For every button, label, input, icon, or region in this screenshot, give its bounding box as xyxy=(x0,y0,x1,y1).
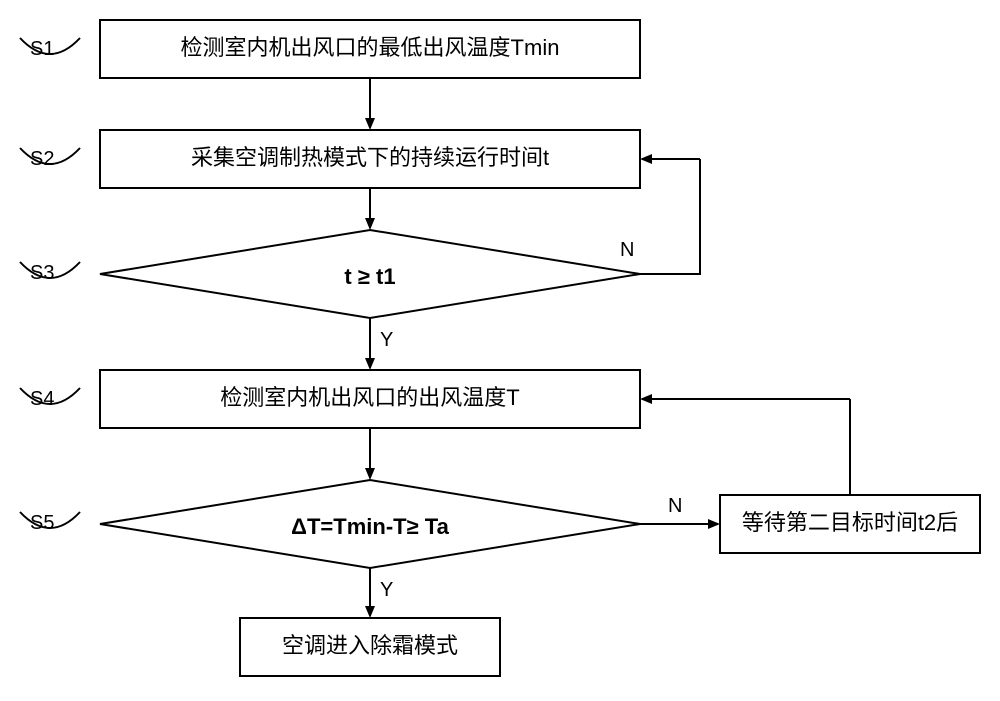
step-label-s4: S4 xyxy=(30,388,54,410)
node-s3-text: t ≥ t1 xyxy=(344,264,395,289)
edge-s3-yes-label: Y xyxy=(380,329,393,351)
node-s5-text: ΔT=Tmin-T≥ Ta xyxy=(291,514,449,539)
step-label-s3: S3 xyxy=(30,262,54,284)
node-s4-text: 检测室内机出风口的出风温度T xyxy=(220,385,519,410)
edge-s3-no-line xyxy=(640,159,700,274)
node-end-text: 空调进入除霜模式 xyxy=(282,633,458,658)
step-label-s5: S5 xyxy=(30,512,54,534)
step-label-s2: S2 xyxy=(30,148,54,170)
step-label-s1: S1 xyxy=(30,38,54,60)
edge-s5-no-label: N xyxy=(668,495,682,517)
node-s2-text: 采集空调制热模式下的持续运行时间t xyxy=(191,145,549,170)
node-s1-text: 检测室内机出风口的最低出风温度Tmin xyxy=(181,35,560,60)
step-labels: S1 S2 S3 S4 S5 xyxy=(20,38,80,534)
node-wait-text: 等待第二目标时间t2后 xyxy=(742,510,958,535)
edge-s3-no-label: N xyxy=(620,239,634,261)
edge-s5-yes-label: Y xyxy=(380,579,393,601)
